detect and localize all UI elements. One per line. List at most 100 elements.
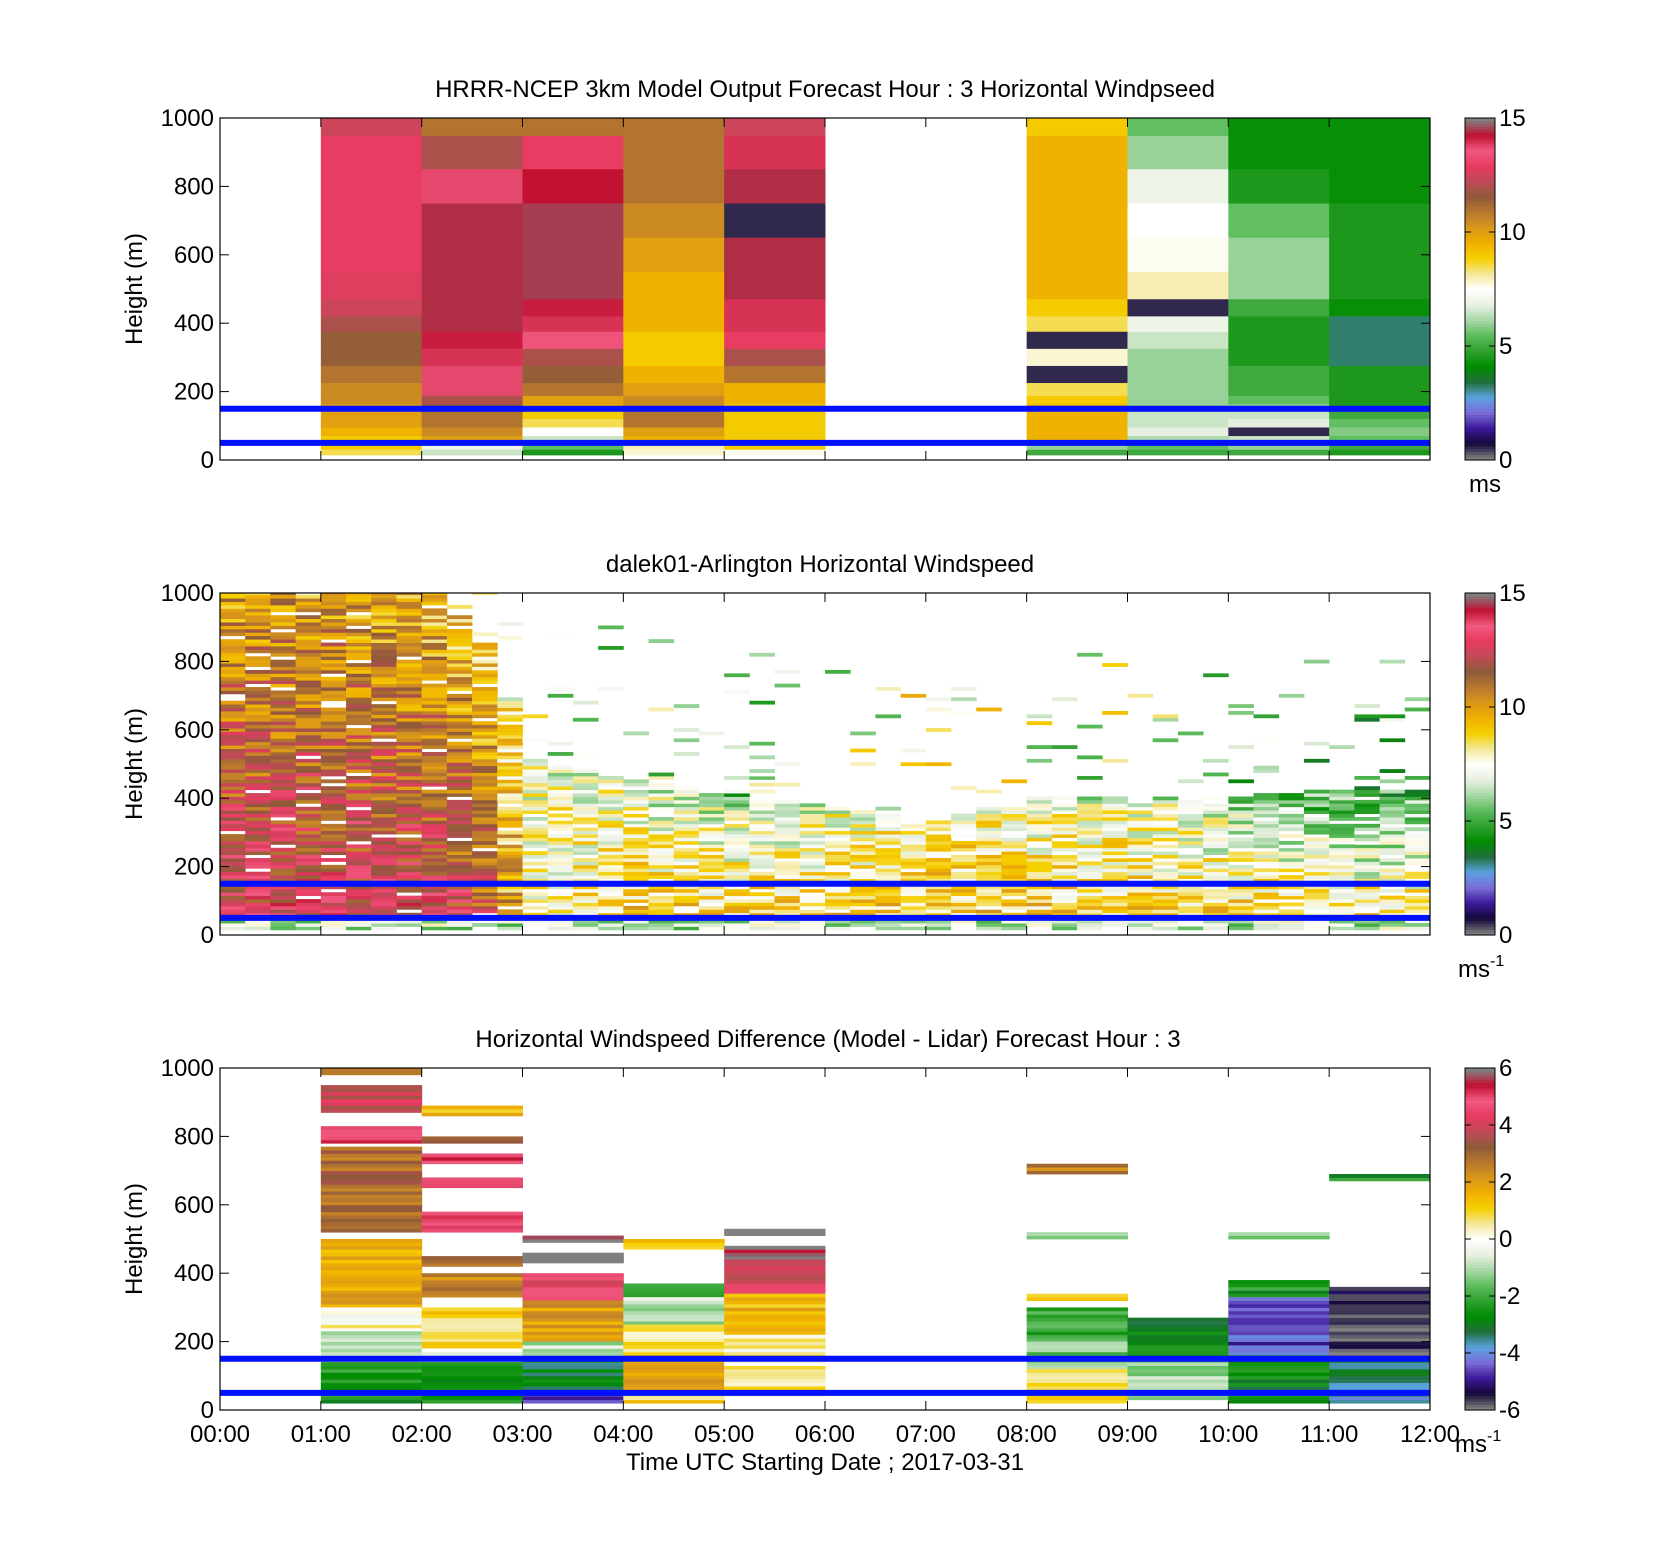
heatmap-cell (371, 823, 397, 828)
colorbar-swatch (1465, 929, 1495, 933)
heatmap-cell (421, 779, 448, 784)
heatmap-cell (1102, 810, 1128, 814)
colorbar-swatch (1465, 260, 1495, 264)
colorbar-swatch (1465, 377, 1495, 381)
heatmap-cell (547, 878, 574, 883)
colorbar-swatch (1465, 1162, 1495, 1166)
heatmap-cell (1051, 834, 1078, 838)
heatmap-cell (547, 905, 574, 910)
heatmap-cell (1152, 806, 1179, 811)
y-tick-label: 0 (201, 1397, 214, 1424)
heatmap-cell (850, 817, 876, 821)
heatmap-cell (648, 775, 675, 780)
colorbar-swatch (1465, 1358, 1495, 1363)
heatmap-cell (446, 604, 473, 609)
heatmap-cell (446, 765, 473, 770)
y-tick-label: 400 (174, 310, 214, 337)
heatmap-cell (270, 738, 297, 743)
heatmap-cell (497, 752, 523, 756)
colorbar-swatch (1465, 183, 1495, 187)
heatmap-cell (371, 895, 397, 900)
heatmap-cell (270, 875, 297, 879)
heatmap-cell (648, 796, 675, 801)
heatmap-cell (749, 789, 775, 794)
heatmap-cell (1303, 919, 1330, 924)
heatmap-cell (220, 628, 246, 633)
heatmap-cell (371, 912, 397, 917)
heatmap-cell (698, 817, 725, 821)
heatmap-cell (320, 1290, 423, 1295)
heatmap-cell (497, 885, 523, 890)
heatmap-cell (497, 796, 523, 801)
heatmap-cell (1228, 813, 1254, 818)
heatmap-cell (522, 1321, 624, 1325)
heatmap-cell (320, 1269, 423, 1274)
heatmap-cell (295, 847, 322, 852)
heatmap-cell (320, 1300, 423, 1305)
heatmap-cell (648, 875, 675, 879)
heatmap-cell (421, 1321, 523, 1325)
heatmap-cell (1127, 135, 1229, 170)
heatmap-cell (396, 704, 423, 708)
heatmap-cell (1228, 888, 1254, 893)
heatmap-cell (421, 858, 448, 862)
heatmap-cell (245, 796, 271, 801)
colorbar-swatch (1465, 303, 1495, 307)
heatmap-cell (1303, 793, 1330, 797)
heatmap-cell (1354, 895, 1380, 900)
heatmap-cell (421, 837, 448, 842)
heatmap-cell (623, 1368, 725, 1373)
heatmap-cell (346, 622, 372, 626)
heatmap-cell (1026, 895, 1053, 900)
heatmap-cell (1077, 851, 1103, 856)
heatmap-cell (270, 741, 297, 746)
heatmap-cell (547, 799, 574, 804)
heatmap-cell (320, 1109, 423, 1113)
heatmap-cell (900, 823, 927, 828)
heatmap-cell (1278, 796, 1305, 801)
heatmap-cell (623, 1331, 725, 1336)
heatmap-cell (446, 810, 473, 814)
heatmap-cell (421, 1228, 523, 1233)
heatmap-cell (220, 847, 246, 852)
heatmap-cell (1228, 1232, 1330, 1236)
heatmap-cell (396, 817, 423, 821)
heatmap-cell (245, 844, 271, 849)
heatmap-cell (1354, 854, 1380, 859)
heatmap-cell (1404, 851, 1430, 856)
heatmap-cell (951, 902, 977, 907)
heatmap-cell (320, 752, 347, 756)
heatmap-cell (522, 875, 549, 879)
heatmap-cell (421, 598, 448, 602)
heatmap-cell (1001, 905, 1028, 910)
heatmap-cell (749, 700, 775, 705)
heatmap-cell (875, 871, 902, 876)
heatmap-cell (421, 1221, 523, 1226)
heatmap-cell (522, 919, 549, 924)
heatmap-cell (522, 895, 549, 900)
heatmap-cell (371, 854, 397, 859)
colorbar-swatch (1465, 1210, 1495, 1214)
heatmap-cell (421, 1180, 523, 1185)
heatmap-cell (270, 762, 297, 767)
colorbar-swatch (1465, 1261, 1495, 1266)
heatmap-cell (724, 1372, 826, 1377)
heatmap-cell (850, 854, 876, 859)
heatmap-cell (1303, 789, 1330, 794)
heatmap-cell (1026, 1362, 1128, 1366)
heatmap-cell (270, 772, 297, 777)
heatmap-cell (1404, 830, 1430, 835)
heatmap-cell (270, 902, 297, 907)
heatmap-cell (472, 659, 498, 664)
heatmap-cell (1026, 348, 1128, 367)
heatmap-cell (446, 861, 473, 866)
heatmap-cell (371, 659, 397, 664)
colorbar-swatch (1465, 855, 1495, 859)
heatmap-cell (396, 810, 423, 814)
heatmap-cell (547, 840, 574, 845)
heatmap-cell (951, 827, 977, 832)
heatmap-cell (220, 844, 246, 849)
heatmap-cell (446, 895, 473, 900)
heatmap-cell (522, 299, 624, 317)
heatmap-cell (572, 755, 599, 760)
